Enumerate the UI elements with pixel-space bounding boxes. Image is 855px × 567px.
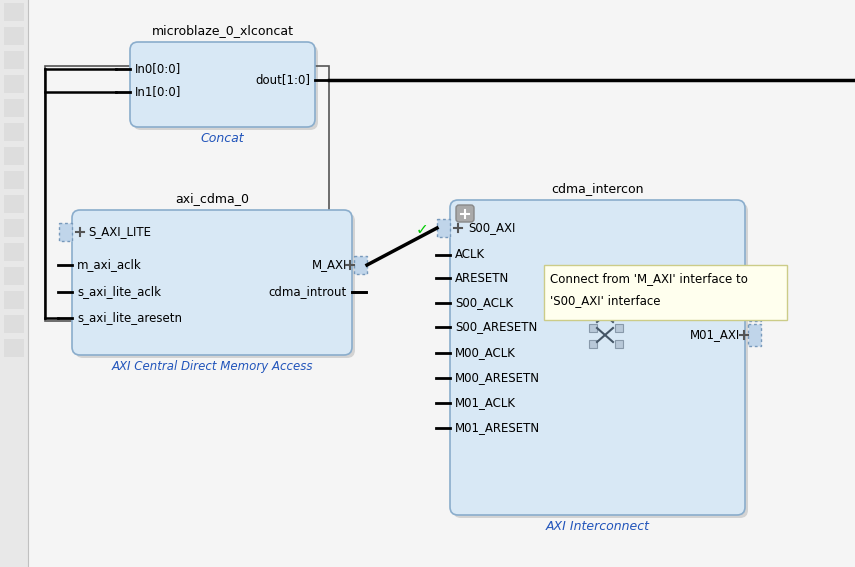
- Text: Concat: Concat: [201, 132, 245, 145]
- Text: S00_ARESETN: S00_ARESETN: [455, 320, 537, 333]
- Bar: [615, 340, 623, 348]
- Bar: [45, 66, 329, 321]
- Text: ✓: ✓: [416, 222, 428, 238]
- Text: M_AXI: M_AXI: [311, 259, 347, 272]
- Text: s_axi_lite_aresetn: s_axi_lite_aresetn: [77, 311, 182, 324]
- Bar: [748, 299, 761, 321]
- Bar: [4, 99, 24, 117]
- Text: M00_ARESETN: M00_ARESETN: [455, 371, 540, 384]
- Text: cdma_introut: cdma_introut: [268, 286, 347, 298]
- FancyBboxPatch shape: [130, 42, 315, 127]
- Text: ARESETN: ARESETN: [455, 272, 510, 285]
- Bar: [4, 195, 24, 213]
- Bar: [59, 223, 72, 241]
- Text: ACLK: ACLK: [455, 248, 485, 261]
- Bar: [4, 75, 24, 93]
- Bar: [4, 27, 24, 45]
- FancyBboxPatch shape: [544, 265, 787, 320]
- Text: 'S00_AXI' interface: 'S00_AXI' interface: [550, 294, 661, 307]
- Text: AXI Central Direct Memory Access: AXI Central Direct Memory Access: [111, 360, 313, 373]
- Bar: [748, 324, 761, 346]
- Bar: [589, 340, 597, 348]
- FancyBboxPatch shape: [453, 203, 748, 518]
- Text: S_AXI_LITE: S_AXI_LITE: [88, 226, 151, 239]
- FancyBboxPatch shape: [456, 205, 474, 222]
- FancyBboxPatch shape: [75, 213, 355, 358]
- Text: In0[0:0]: In0[0:0]: [135, 62, 181, 75]
- Text: AXI Interconnect: AXI Interconnect: [545, 520, 650, 533]
- Text: Connect from 'M_AXI' interface to: Connect from 'M_AXI' interface to: [550, 273, 748, 286]
- FancyBboxPatch shape: [133, 45, 318, 130]
- Bar: [4, 219, 24, 237]
- Bar: [4, 339, 24, 357]
- FancyBboxPatch shape: [450, 200, 745, 515]
- Bar: [615, 308, 623, 316]
- Text: cdma_intercon: cdma_intercon: [551, 182, 644, 195]
- Bar: [589, 308, 597, 316]
- Text: m_axi_aclk: m_axi_aclk: [77, 259, 142, 272]
- Text: S00_ACLK: S00_ACLK: [455, 297, 513, 310]
- Bar: [4, 243, 24, 261]
- Bar: [4, 3, 24, 21]
- Text: M00_AXI: M00_AXI: [690, 303, 740, 316]
- Text: M01_AXI: M01_AXI: [690, 328, 740, 341]
- Text: In1[0:0]: In1[0:0]: [135, 86, 181, 99]
- Text: S00_AXI: S00_AXI: [468, 222, 516, 235]
- Bar: [4, 291, 24, 309]
- Bar: [4, 123, 24, 141]
- Text: M01_ARESETN: M01_ARESETN: [455, 421, 540, 434]
- Bar: [589, 324, 597, 332]
- Text: M01_ACLK: M01_ACLK: [455, 396, 516, 409]
- Bar: [615, 324, 623, 332]
- Bar: [4, 171, 24, 189]
- Bar: [4, 267, 24, 285]
- Text: axi_cdma_0: axi_cdma_0: [175, 192, 249, 205]
- Bar: [354, 256, 367, 274]
- Text: microblaze_0_xlconcat: microblaze_0_xlconcat: [151, 24, 293, 37]
- Bar: [4, 147, 24, 165]
- Bar: [0, 0, 28, 567]
- Text: dout[1:0]: dout[1:0]: [255, 74, 310, 87]
- Bar: [437, 219, 450, 237]
- FancyBboxPatch shape: [72, 210, 352, 355]
- Bar: [4, 51, 24, 69]
- Text: s_axi_lite_aclk: s_axi_lite_aclk: [77, 286, 161, 298]
- Bar: [4, 315, 24, 333]
- Text: M00_ACLK: M00_ACLK: [455, 346, 516, 359]
